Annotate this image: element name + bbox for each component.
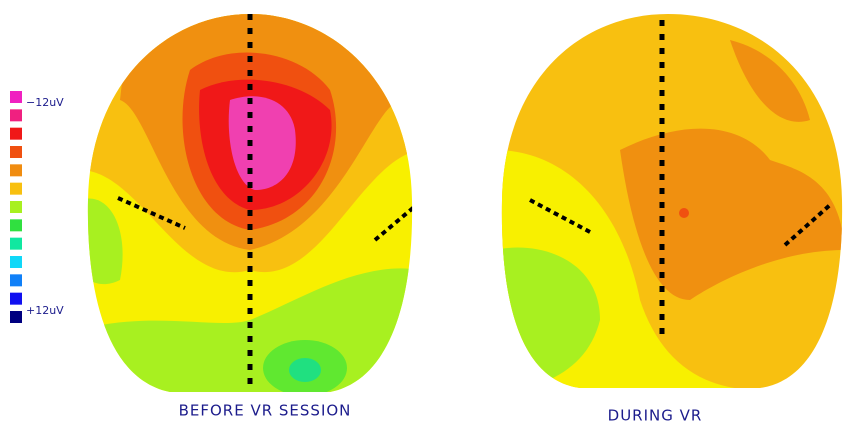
brain-map-before — [87, 14, 413, 392]
legend-swatch — [10, 109, 22, 122]
legend-swatch — [10, 91, 22, 103]
legend-top-label: −12uV — [26, 96, 64, 109]
color-legend: −12uV +12uV — [10, 91, 64, 323]
legend-swatch — [10, 274, 22, 287]
brain-map-during — [501, 14, 843, 388]
legend-swatch — [10, 146, 22, 158]
caption: DURING VR — [608, 407, 703, 425]
legend-swatch — [10, 127, 22, 140]
legend-swatch — [10, 311, 22, 323]
legend-swatch — [10, 182, 22, 195]
legend-swatch — [10, 256, 22, 268]
legend-swatch — [10, 164, 22, 177]
legend-swatch — [10, 292, 22, 305]
caption: BEFORE VR SESSION — [179, 402, 352, 420]
legend-swatch — [10, 219, 22, 232]
legend-bottom-label: +12uV — [26, 304, 64, 317]
legend-swatch — [10, 201, 22, 213]
legend-swatch — [10, 237, 22, 250]
